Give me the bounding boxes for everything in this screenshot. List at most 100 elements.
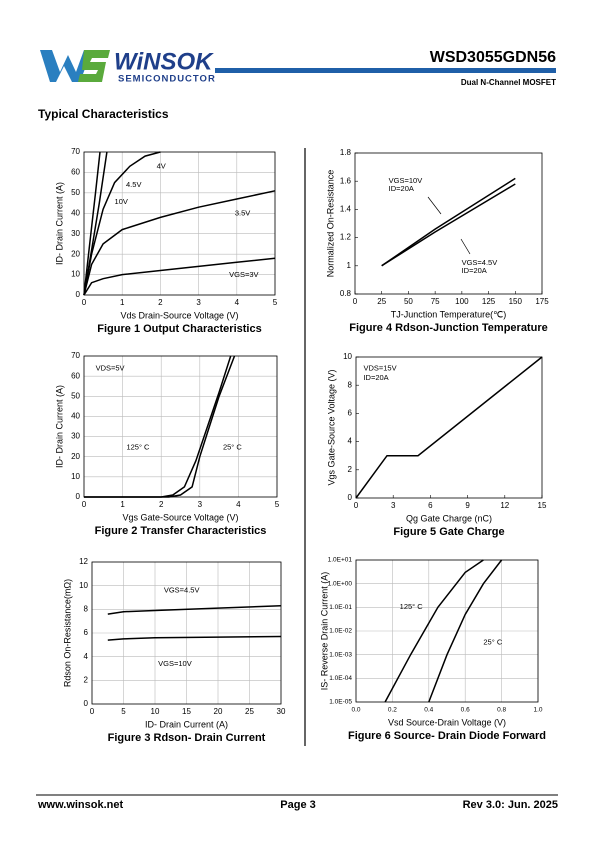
series-line [83, 151, 101, 296]
tagline: SEMICONDUCTOR [118, 74, 216, 85]
x-tick-label: 20 [214, 707, 223, 716]
x-tick-label: 3 [196, 298, 201, 307]
x-tick-label: 3 [391, 501, 396, 510]
x-tick-label: 1 [120, 500, 125, 509]
series-line [84, 355, 236, 498]
x-tick-label: 0.8 [497, 707, 506, 714]
y-tick-label: 1.0E-01 [329, 604, 352, 611]
series-label: VGS=4.5V [462, 258, 498, 267]
y-tick-label: 1.0E+01 [328, 557, 353, 564]
y-tick-label: 20 [71, 452, 80, 461]
section-title: Typical Characteristics [38, 107, 169, 121]
y-tick-label: 1.6 [340, 176, 352, 185]
x-tick-label: 0 [82, 298, 87, 307]
y-tick-label: 0 [84, 699, 89, 708]
x-tick-label: 30 [277, 707, 286, 716]
x-tick-label: 2 [158, 298, 163, 307]
x-tick-label: 0 [90, 707, 95, 716]
x-tick-label: 100 [455, 297, 469, 306]
series-line [83, 190, 276, 296]
annotation: ID=20A [363, 373, 388, 382]
y-axis-label: IS- Reverse Drain Current (A) [319, 572, 329, 691]
x-tick-label: 25 [245, 707, 254, 716]
series-line [355, 356, 543, 499]
y-tick-label: 30 [71, 432, 80, 441]
y-tick-label: 0.8 [340, 289, 352, 298]
x-tick-label: 5 [121, 707, 126, 716]
x-tick-label: 4 [236, 500, 241, 509]
y-axis-label: ID- Drain Current (A) [54, 385, 64, 468]
x-tick-label: 15 [538, 501, 547, 510]
series-label: 4.5V [126, 180, 141, 189]
x-tick-label: 50 [404, 297, 413, 306]
x-axis-label: Qg Gate Charge (nC) [406, 513, 492, 523]
page-number: Page 3 [280, 799, 315, 811]
series-line [428, 559, 503, 703]
series-label: 10V [115, 197, 128, 206]
x-tick-label: 125 [482, 297, 496, 306]
y-tick-label: 60 [71, 168, 80, 177]
y-tick-label: 2 [348, 465, 353, 474]
x-tick-label: 6 [428, 501, 433, 510]
x-tick-label: 1.0 [533, 707, 542, 714]
annotation: VDS=5V [96, 364, 125, 373]
x-axis-label: TJ-Junction Temperature(℃) [391, 309, 506, 319]
y-axis-label: Rdson On-Resistance(mΩ) [62, 579, 72, 687]
figure-caption: Figure 3 Rdson- Drain Current [108, 732, 266, 744]
header-bar [215, 68, 556, 73]
y-tick-label: 50 [71, 188, 80, 197]
figure-caption: Figure 2 Transfer Characteristics [95, 525, 267, 537]
x-tick-label: 75 [431, 297, 440, 306]
series-line [107, 605, 282, 615]
y-tick-label: 0 [348, 493, 353, 502]
series-label: VGS=3V [229, 270, 258, 279]
y-tick-label: 10 [343, 352, 352, 361]
y-tick-label: 10 [71, 270, 80, 279]
series-line [83, 151, 161, 296]
y-tick-label: 1.0E+00 [328, 580, 353, 587]
y-tick-label: 8 [84, 604, 89, 613]
series-line [381, 177, 516, 267]
y-tick-label: 6 [348, 409, 353, 418]
series-label: 25° C [483, 637, 502, 646]
annotation: VDS=15V [363, 363, 396, 372]
part-number: WSD3055GDN56 [430, 49, 556, 66]
y-tick-label: 1.0E-02 [329, 628, 352, 635]
figure-caption: Figure 5 Gate Charge [393, 526, 504, 538]
y-tick-label: 1.4 [340, 205, 352, 214]
series-label: 4V [157, 161, 166, 170]
y-tick-label: 70 [71, 351, 80, 360]
y-tick-label: 60 [71, 371, 80, 380]
website: www.winsok.net [37, 799, 123, 811]
x-tick-label: 5 [275, 500, 280, 509]
y-tick-label: 4 [84, 652, 89, 661]
y-tick-label: 6 [84, 628, 89, 637]
series-line [384, 559, 484, 703]
description: Dual N-Channel MOSFET [461, 78, 556, 87]
x-tick-label: 0 [353, 297, 358, 306]
series-label: 125° C [126, 443, 150, 452]
y-tick-label: 20 [71, 249, 80, 258]
y-axis-label: ID- Drain Current (A) [54, 182, 64, 265]
x-tick-label: 175 [535, 297, 549, 306]
x-axis-label: Vds Drain-Source Voltage (V) [120, 310, 238, 320]
figure-caption: Figure 4 Rdson-Junction Temperature [349, 322, 547, 334]
x-tick-label: 0.4 [424, 707, 433, 714]
y-tick-label: 1.0E-03 [329, 651, 352, 658]
figure-caption: Figure 6 Source- Drain Diode Forward [348, 730, 546, 742]
x-tick-label: 2 [159, 500, 164, 509]
series-label: 25° C [223, 443, 242, 452]
series-line [107, 635, 282, 641]
plot-frame [83, 355, 278, 498]
x-tick-label: 150 [509, 297, 523, 306]
y-tick-label: 1 [347, 261, 352, 270]
y-tick-label: 10 [79, 581, 88, 590]
x-tick-label: 12 [500, 501, 509, 510]
x-tick-label: 0 [354, 501, 359, 510]
y-axis-label: Normalized On-Resistance [325, 170, 335, 278]
x-tick-label: 10 [151, 707, 160, 716]
revision: Rev 3.0: Jun. 2025 [463, 799, 558, 811]
plot-frame [83, 151, 276, 296]
